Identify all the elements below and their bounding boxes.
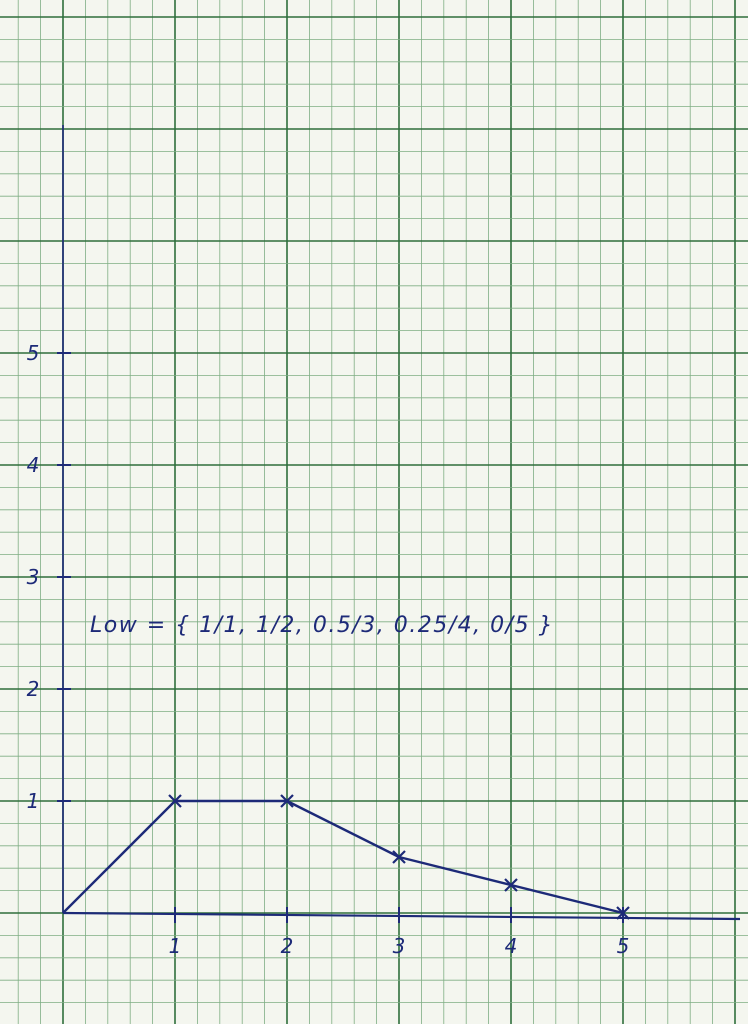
axes xyxy=(62,125,741,921)
x-tick-label: 2 xyxy=(281,934,294,958)
data-point-marker xyxy=(280,794,294,808)
series-line xyxy=(62,799,624,915)
x-tick-label: 5 xyxy=(617,934,630,958)
data-point-marker xyxy=(504,878,518,892)
data-point-marker xyxy=(392,850,406,864)
annotation-low-set: Low = { 1/1, 1/2, 0.5/3, 0.25/4, 0/5 } xyxy=(90,613,554,638)
y-tick-label: 4 xyxy=(27,453,40,477)
data-point-marker xyxy=(168,794,182,808)
x-tick-label: 3 xyxy=(393,934,406,958)
y-tick-label: 1 xyxy=(27,789,40,813)
x-axis xyxy=(62,911,741,921)
series xyxy=(62,794,630,920)
ticks: 1 2 3 4 5 1 2 3 4 5 xyxy=(27,341,630,958)
y-tick-label: 2 xyxy=(27,677,40,701)
x-tick-label: 1 xyxy=(169,934,182,958)
data-point-marker xyxy=(616,906,630,920)
x-tick-label: 4 xyxy=(505,934,518,958)
y-tick-label: 5 xyxy=(27,341,40,365)
y-tick-label: 3 xyxy=(27,565,40,589)
